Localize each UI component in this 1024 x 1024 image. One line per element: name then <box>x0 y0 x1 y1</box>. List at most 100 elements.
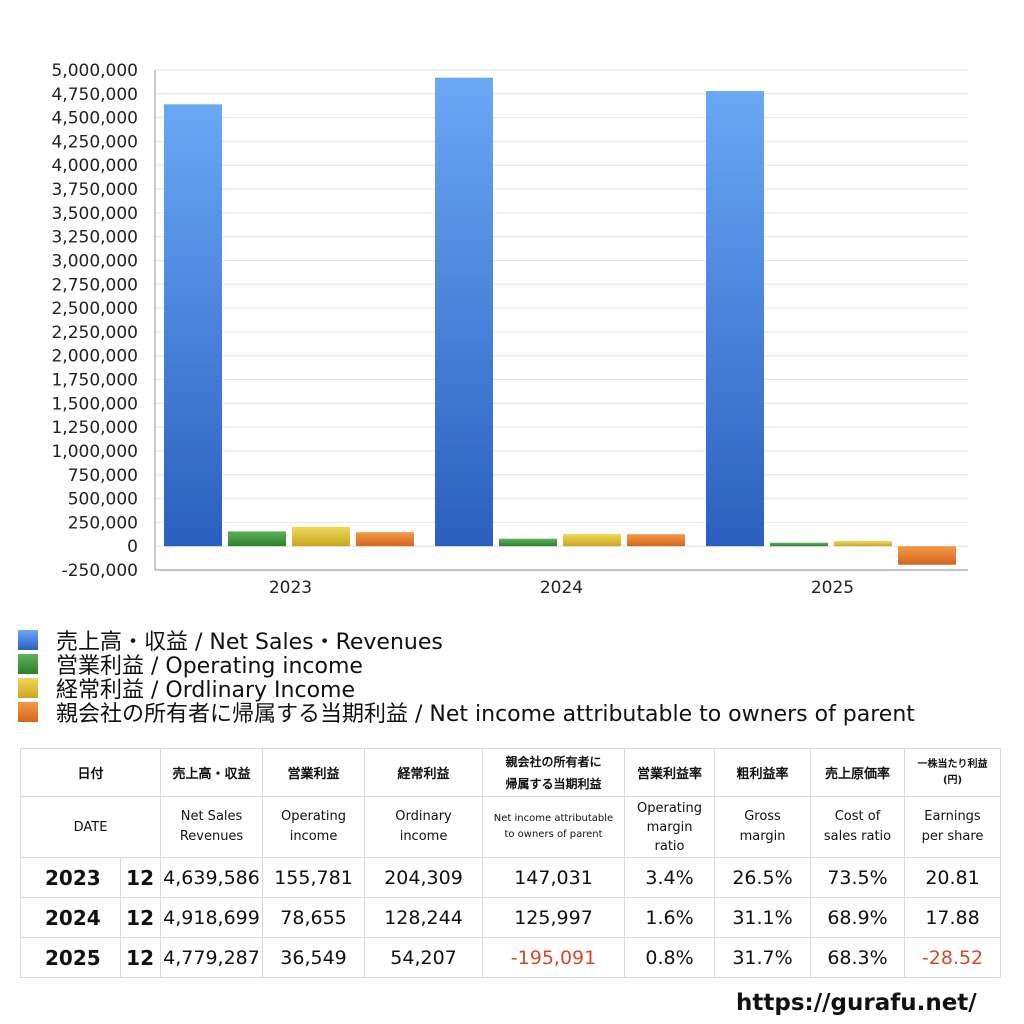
row-gm: 31.7% <box>714 937 812 978</box>
row-opm: 1.6% <box>624 897 716 938</box>
row-eps: 20.81 <box>904 857 1002 898</box>
row-net: -195,091 <box>482 937 626 978</box>
header-op-en-text: Operating income <box>281 809 347 844</box>
x-tick-label: 2024 <box>540 578 583 598</box>
legend: 売上高・収益 / Net Sales・Revenues 営業利益 / Opera… <box>18 628 915 727</box>
header-eps-ja: 一株当たり利益 (円) <box>904 748 1002 797</box>
bars <box>164 77 956 565</box>
row-month: 12 <box>119 857 162 898</box>
legend-label: 営業利益 / Operating income <box>56 654 363 679</box>
legend-swatch <box>18 654 38 674</box>
header-sales-ja: 売上高・収益 <box>160 748 264 797</box>
header-eps-en-text: Earnings per share <box>921 809 984 844</box>
y-tick-label: 2,000,000 <box>51 347 138 367</box>
table-row: 2023 12 4,639,586 155,781 204,309 147,03… <box>20 857 1002 898</box>
bar <box>563 533 621 547</box>
row-cost: 73.5% <box>810 857 906 898</box>
legend-item-net-sales: 売上高・収益 / Net Sales・Revenues <box>18 628 915 655</box>
row-op: 36,549 <box>262 937 366 978</box>
legend-swatch <box>18 702 38 722</box>
header-row-en: DATE Net Sales Revenues Operating income… <box>19 796 1002 858</box>
legend-label: 売上高・収益 / Net Sales・Revenues <box>56 630 443 655</box>
y-axis-ticks: 5,000,000 4,750,000 4,500,000 4,250,000 4,00… <box>51 61 138 581</box>
header-sales-en: Net Sales Revenues <box>160 796 264 858</box>
header-opm-en: Operating margin ratio <box>624 796 716 858</box>
y-tick-label: 0 <box>127 537 138 557</box>
site-url[interactable]: https://gurafu.net/ <box>736 990 977 1016</box>
row-ord: 204,309 <box>364 857 484 898</box>
bar <box>834 541 892 547</box>
bar <box>356 532 414 547</box>
header-net-en-text: Net income attributable to owners of par… <box>493 813 614 840</box>
y-tick-label: 4,250,000 <box>51 132 138 152</box>
financial-table: 日付 売上高・収益 営業利益 経常利益 親会社の所有者に 帰属する当期利益 営業… <box>19 748 1002 978</box>
y-tick-label: 1,750,000 <box>51 371 138 391</box>
row-eps: 17.88 <box>904 897 1002 938</box>
header-date-en: DATE <box>19 796 162 858</box>
x-tick-label: 2023 <box>269 578 312 598</box>
y-tick-label: 3,750,000 <box>51 180 138 200</box>
x-tick-label: 2025 <box>811 578 854 598</box>
header-cost-en-text: Cost of sales ratio <box>823 809 892 844</box>
row-year: 2024 <box>20 897 121 938</box>
header-ord-en-text: Ordinary income <box>395 809 452 844</box>
header-net-ja-text: 親会社の所有者に 帰属する当期利益 <box>505 754 602 791</box>
bar <box>627 534 685 547</box>
bar <box>435 77 493 547</box>
legend-swatch <box>18 678 38 698</box>
legend-item-net-income: 親会社の所有者に帰属する当期利益 / Net income attributab… <box>18 700 915 727</box>
legend-item-operating-income: 営業利益 / Operating income <box>18 652 915 679</box>
header-eps-en: Earnings per share <box>904 796 1002 858</box>
header-cost-en: Cost of sales ratio <box>810 796 906 858</box>
header-date-ja: 日付 <box>19 748 162 797</box>
legend-swatch <box>18 630 38 650</box>
header-gm-ja: 粗利益率 <box>714 748 812 797</box>
row-opm: 0.8% <box>624 937 716 978</box>
row-gm: 26.5% <box>714 857 812 898</box>
row-year: 2023 <box>20 857 121 898</box>
legend-item-ordinary-income: 経常利益 / Ordlinary Income <box>18 676 915 703</box>
header-op-en: Operating income <box>262 796 366 858</box>
legend-label: 経常利益 / Ordlinary Income <box>56 678 355 703</box>
x-axis-categories: 2023 2024 2025 <box>269 578 854 598</box>
legend-label: 親会社の所有者に帰属する当期利益 / Net income attributab… <box>56 702 915 727</box>
y-tick-label: 250,000 <box>68 513 138 533</box>
row-sales: 4,639,586 <box>160 857 264 898</box>
y-tick-label: 5,000,000 <box>51 61 138 81</box>
y-tick-label: -250,000 <box>62 561 138 581</box>
row-ord: 54,207 <box>364 937 484 978</box>
bar <box>706 91 764 547</box>
header-gm-en-text: Gross margin <box>739 809 786 844</box>
row-eps: -28.52 <box>904 937 1002 978</box>
gridlines <box>154 69 968 571</box>
y-tick-label: 4,750,000 <box>51 85 138 105</box>
row-cost: 68.9% <box>810 897 906 938</box>
row-sales: 4,918,699 <box>160 897 264 938</box>
row-net: 147,031 <box>482 857 626 898</box>
row-opm: 3.4% <box>624 857 716 898</box>
y-tick-label: 3,250,000 <box>51 228 138 248</box>
row-cost: 68.3% <box>810 937 906 978</box>
row-year: 2025 <box>20 937 121 978</box>
y-tick-label: 500,000 <box>68 490 138 510</box>
y-tick-label: 3,500,000 <box>51 204 138 224</box>
y-tick-label: 1,500,000 <box>51 394 138 414</box>
header-ord-en: Ordinary income <box>364 796 484 858</box>
y-tick-label: 2,750,000 <box>51 275 138 295</box>
row-gm: 31.1% <box>714 897 812 938</box>
row-op: 78,655 <box>262 897 366 938</box>
header-row-ja: 日付 売上高・収益 営業利益 経常利益 親会社の所有者に 帰属する当期利益 営業… <box>19 748 1002 797</box>
row-net: 125,997 <box>482 897 626 938</box>
row-ord: 128,244 <box>364 897 484 938</box>
header-net-ja: 親会社の所有者に 帰属する当期利益 <box>482 748 626 797</box>
y-tick-label: 750,000 <box>68 466 138 486</box>
header-opm-en-text: Operating margin ratio <box>637 800 703 854</box>
bar <box>228 531 286 547</box>
y-tick-label: 2,500,000 <box>51 299 138 319</box>
bar-chart: 5,000,000 4,750,000 4,500,000 4,250,000 4,00… <box>51 61 968 598</box>
bar <box>292 526 350 547</box>
y-tick-label: 3,000,000 <box>51 251 138 271</box>
bar <box>164 104 222 547</box>
row-month: 12 <box>119 937 162 978</box>
y-tick-label: 1,000,000 <box>51 442 138 462</box>
